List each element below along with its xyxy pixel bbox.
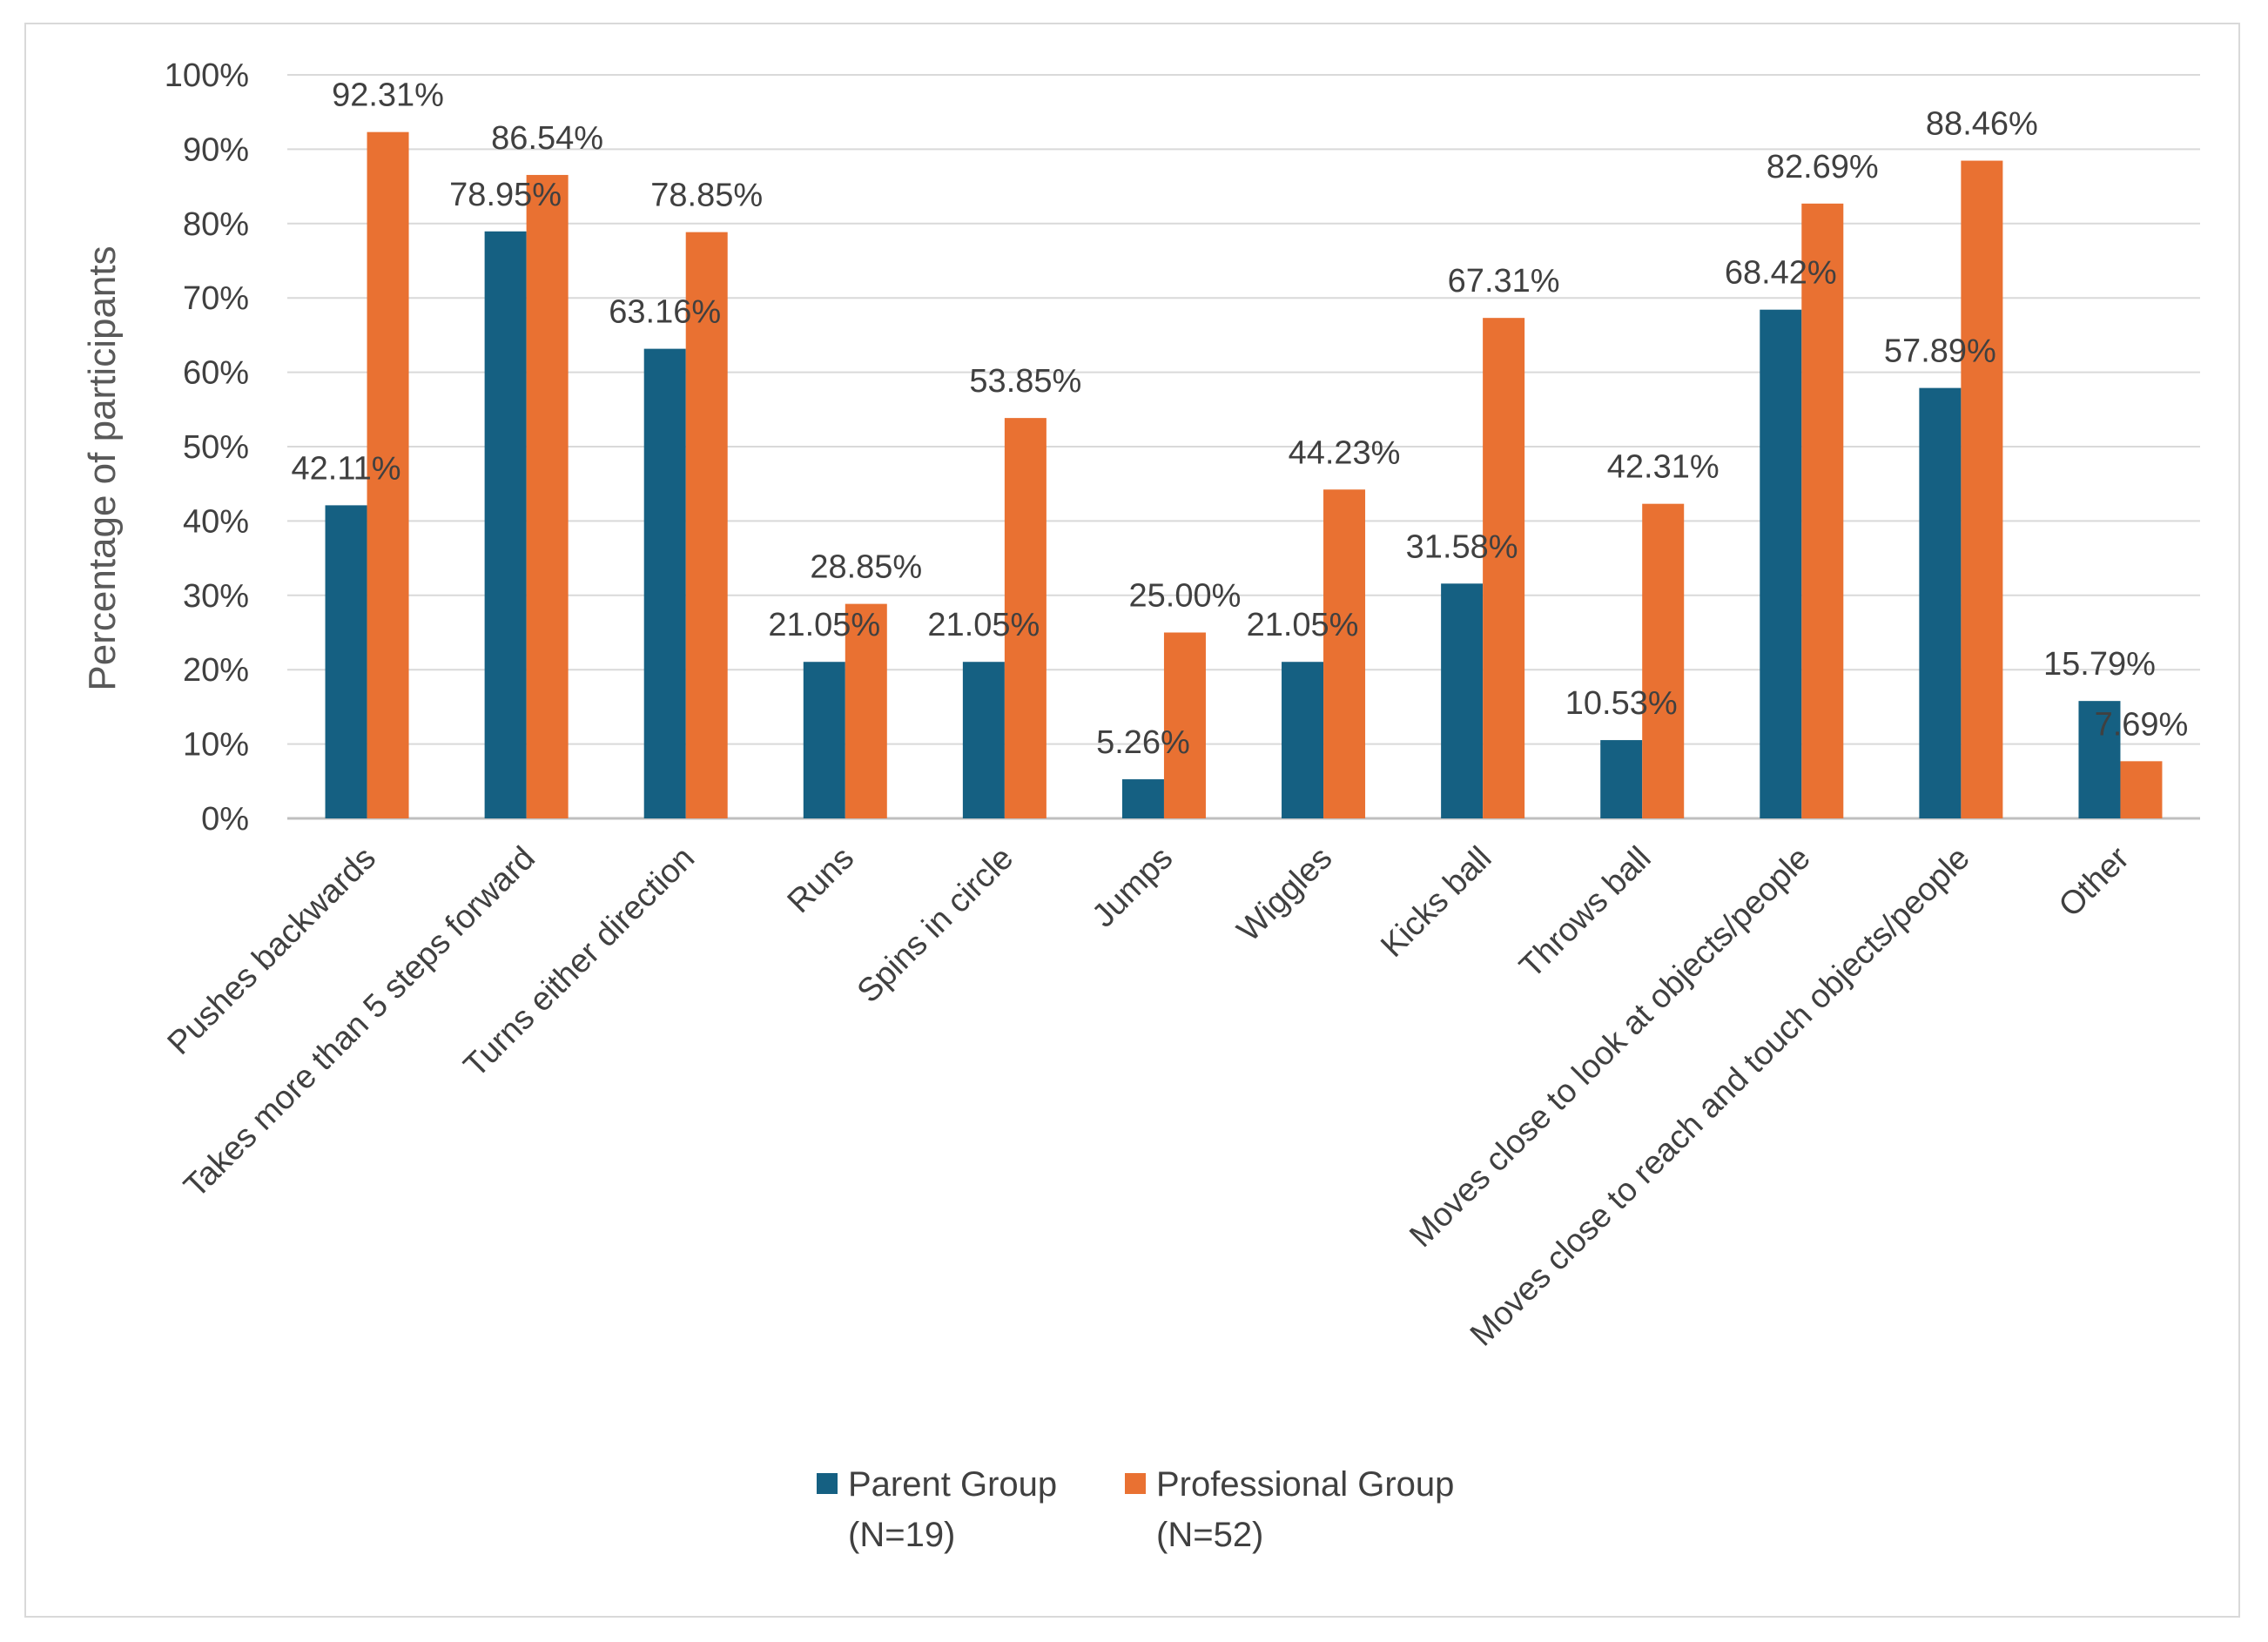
category-label-9: Throws ball [1512,840,1658,986]
professional-bar-8 [1483,318,1525,818]
professional-bar-9 [1642,503,1685,818]
parent-data-label-7: 21.05% [1247,607,1359,643]
professional-data-label-7: 44.23% [1289,434,1401,471]
parent-bar-12 [2078,701,2121,818]
parent-bar-4 [803,662,845,818]
bar-chart: 0% 10% 20% 30% 40% 50% 60% 70% 80% 90% 100% 42.11%… [81,57,2200,1554]
parent-data-label-2: 78.95% [449,177,562,213]
parent-bar-11 [1919,387,1962,818]
professional-data-label-4: 28.85% [810,549,922,586]
parent-data-label-9: 10.53% [1565,685,1678,722]
professional-bar-5 [1004,418,1047,818]
professional-bar-1 [367,131,409,818]
professional-bar-12 [2120,761,2163,818]
parent-data-label-11: 57.89% [1884,333,1996,370]
parent-data-label-12: 15.79% [2043,646,2156,683]
y-tick-label: 70% [183,280,249,317]
professional-data-label-2: 86.54% [491,120,603,157]
legend-label-professional-2: (N=52) [1156,1516,1263,1554]
professional-data-label-6: 25.00% [1129,578,1242,615]
category-label-12: Other [2052,839,2137,924]
professional-data-label-8: 67.31% [1448,263,1560,299]
legend-label-parent-1: Parent Group [848,1465,1057,1504]
bars [325,131,2163,819]
chart-frame: 0% 10% 20% 30% 40% 50% 60% 70% 80% 90% 100% 42.11%… [24,23,2240,1618]
y-tick-label: 30% [183,578,249,615]
parent-bar-5 [962,662,1005,818]
professional-bar-3 [685,232,728,819]
professional-bar-4 [845,603,887,818]
legend-swatch-parent [817,1473,838,1494]
professional-data-label-12: 7.69% [2095,706,2189,743]
legend-label-parent-2: (N=19) [848,1516,955,1554]
category-label-8: Kicks ball [1374,840,1498,965]
category-label-5: Spins in circle [851,840,1020,1010]
data-labels: 42.11% 92.31% 78.95% 86.54% 63.16% 78.85% 21.0… [292,77,2189,761]
parent-data-label-1: 42.11% [292,450,401,487]
parent-bar-10 [1760,309,1802,818]
y-tick-label: 80% [183,206,249,243]
professional-data-label-10: 82.69% [1767,149,1879,185]
professional-data-label-5: 53.85% [969,363,1081,400]
professional-data-label-3: 78.85% [650,178,763,214]
y-tick-label: 50% [183,429,249,466]
parent-bar-3 [643,348,686,818]
professional-bar-7 [1323,489,1366,818]
professional-bar-10 [1801,203,1844,818]
professional-bar-11 [1961,160,2003,818]
legend-swatch-professional [1125,1473,1146,1494]
professional-data-label-9: 42.31% [1607,449,1720,486]
parent-data-label-4: 21.05% [768,607,880,643]
category-label-4: Runs [781,840,861,920]
parent-data-label-6: 5.26% [1096,724,1190,761]
y-tick-label: 10% [183,727,249,764]
professional-data-label-1: 92.31% [332,77,444,114]
gridlines [287,74,2200,820]
legend-label-professional-1: Professional Group [1156,1465,1454,1504]
y-tick-label: 40% [183,503,249,540]
y-tick-label: 0% [201,801,249,838]
parent-bar-1 [325,505,367,818]
category-label-6: Jumps [1085,840,1180,935]
parent-bar-7 [1282,662,1324,818]
category-label-2: Takes more than 5 steps forward [177,840,542,1206]
parent-data-label-8: 31.58% [1406,528,1518,565]
parent-bar-9 [1600,740,1643,818]
professional-bar-6 [1163,632,1206,818]
parent-bar-6 [1121,779,1164,818]
category-label-7: Wiggles [1230,840,1339,949]
parent-bar-2 [484,231,527,819]
parent-data-label-5: 21.05% [927,607,1040,643]
y-tick-label: 20% [183,652,249,689]
y-axis-title: Percentage of participants [81,246,124,690]
parent-data-label-10: 68.42% [1725,255,1837,292]
parent-bar-8 [1441,583,1484,818]
y-axis-ticks: 0% 10% 20% 30% 40% 50% 60% 70% 80% 90% 100% [165,57,249,838]
y-tick-label: 100% [165,57,249,94]
legend: Parent Group (N=19) Professional Group (N=5… [817,1465,1454,1554]
y-tick-label: 90% [183,131,249,168]
professional-bar-2 [526,174,569,819]
professional-data-label-11: 88.46% [1926,106,2038,143]
y-tick-label: 60% [183,355,249,392]
parent-data-label-3: 63.16% [609,294,721,331]
